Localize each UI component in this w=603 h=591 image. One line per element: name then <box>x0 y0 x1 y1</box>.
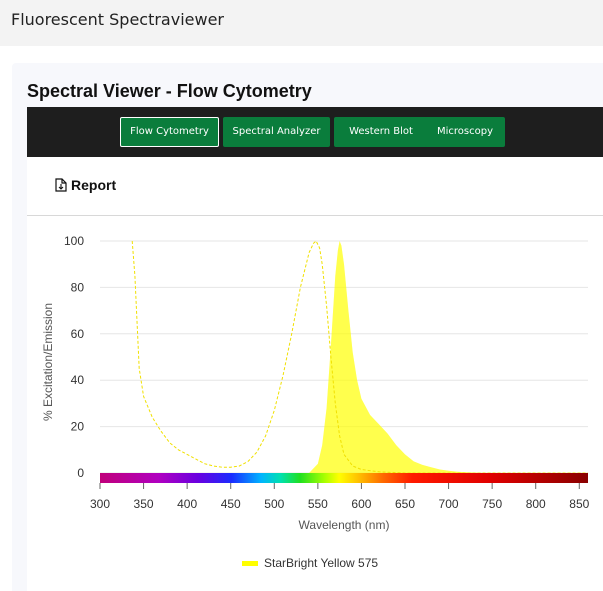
app-header: Fluorescent Spectraviewer <box>0 0 603 46</box>
document-icon <box>55 178 67 192</box>
report-label: Report <box>71 177 117 193</box>
report-button[interactable]: Report <box>55 175 116 195</box>
spectral-analyzer-button[interactable]: Spectral Analyzer <box>223 117 330 147</box>
microscopy-button[interactable]: Microscopy <box>425 117 505 147</box>
western-blot-button[interactable]: Western Blot <box>334 117 428 147</box>
spectral-viewer-card: Spectral Viewer - Flow Cytometry Flow Cy… <box>12 63 603 591</box>
application-toolbar: Flow Cytometry Spectral Analyzer Western… <box>27 107 603 157</box>
app-title: Fluorescent Spectraviewer <box>11 10 224 29</box>
chart-panel: Report <box>27 157 603 591</box>
divider <box>27 215 603 216</box>
page-title: Spectral Viewer - Flow Cytometry <box>27 81 312 101</box>
flow-cytometry-button[interactable]: Flow Cytometry <box>120 117 219 147</box>
